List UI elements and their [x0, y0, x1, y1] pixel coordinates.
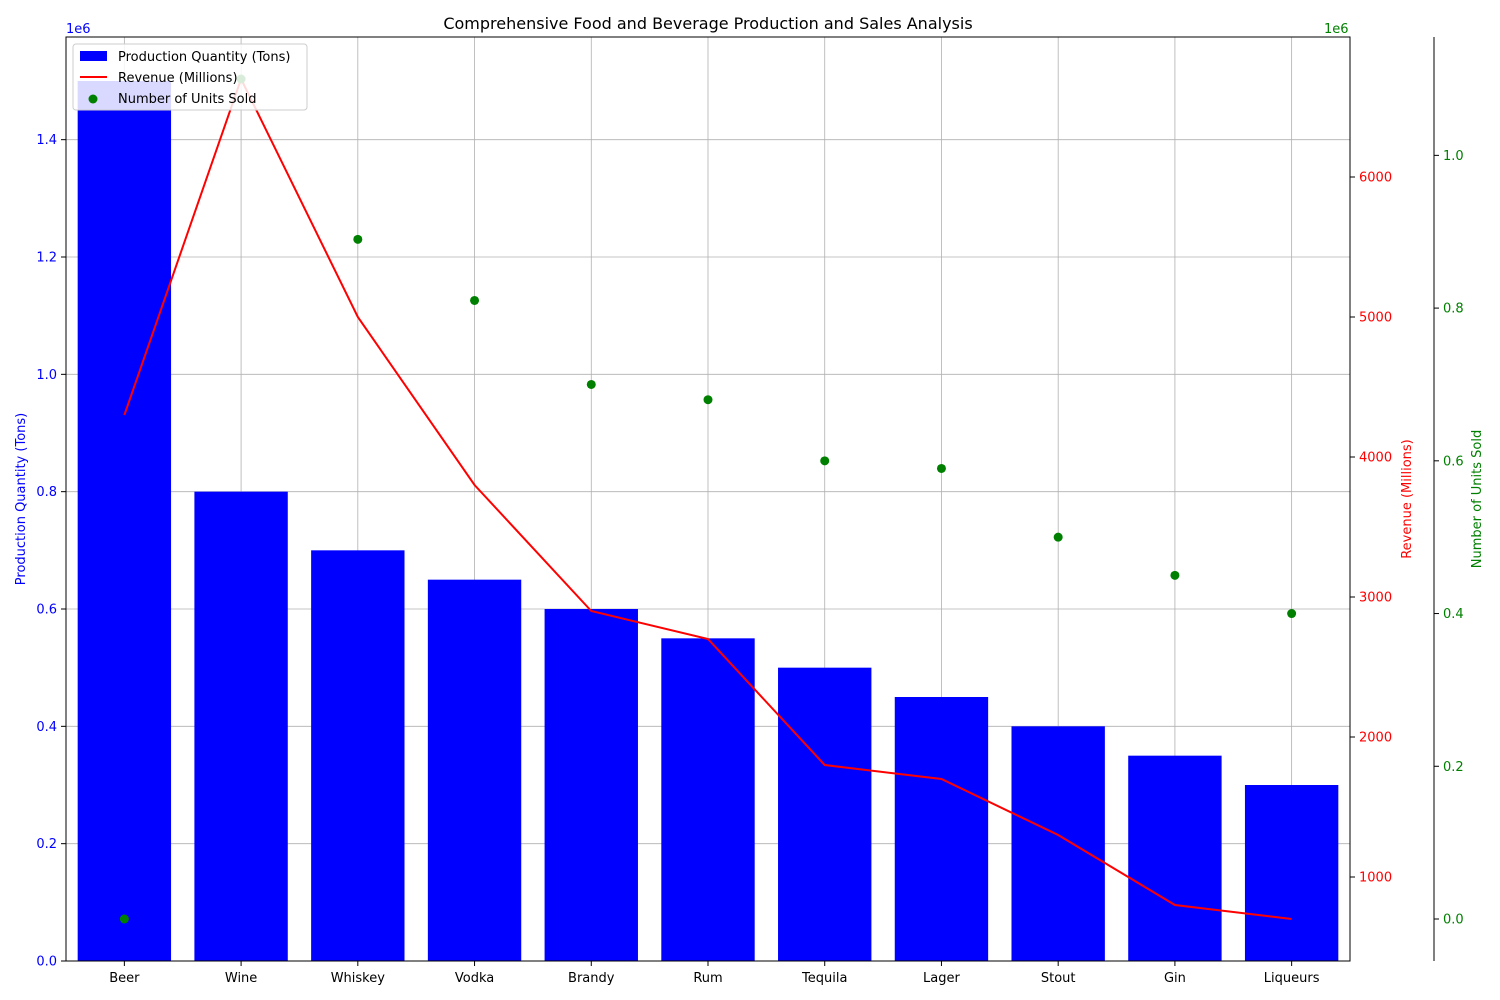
left-tick-label: 0.6	[36, 603, 57, 618]
scatter-point	[1170, 570, 1180, 580]
bar	[1244, 785, 1339, 961]
x-tick-label: Lager	[923, 971, 960, 986]
right-tick-label: 3000	[1359, 591, 1392, 606]
right2-tick-label: 0.0	[1443, 913, 1464, 928]
x-tick-label: Whiskey	[331, 971, 386, 986]
right-tick-label: 2000	[1359, 731, 1392, 746]
legend-bar-swatch	[80, 51, 107, 61]
legend-dot-swatch	[88, 94, 98, 104]
right2-axis-label: Number of Units Sold	[1470, 430, 1485, 568]
bar	[894, 697, 989, 961]
x-tick-label: Liqueurs	[1264, 971, 1320, 986]
bar	[1011, 726, 1105, 961]
left-tick-label: 0.4	[36, 720, 57, 735]
left-tick-label: 1.4	[36, 133, 57, 148]
right-tick-label: 1000	[1359, 871, 1392, 886]
right2-tick-label: 0.8	[1443, 302, 1464, 317]
scatter-point	[470, 295, 480, 305]
right-tick-label: 5000	[1359, 311, 1392, 326]
right-tick-label: 4000	[1359, 451, 1392, 466]
x-tick-label: Beer	[109, 971, 140, 986]
scatter-point	[936, 463, 946, 473]
legend-label-units: Number of Units Sold	[118, 92, 256, 107]
chart-title: Comprehensive Food and Beverage Producti…	[443, 14, 972, 33]
right-tick-label: 6000	[1359, 171, 1392, 186]
right-axis-label: Revenue (Millions)	[1400, 439, 1415, 559]
x-tick-label: Vodka	[455, 971, 494, 986]
scatter-point	[586, 379, 596, 389]
x-tick-label: Tequila	[801, 971, 847, 986]
right2-tick-label: 0.6	[1443, 454, 1464, 469]
right2-tick-label: 0.2	[1443, 760, 1464, 775]
right2-tick-label: 1.0	[1443, 149, 1464, 164]
left-tick-label: 1.0	[36, 368, 57, 383]
bar	[544, 609, 638, 961]
x-tick-label: Stout	[1041, 971, 1076, 986]
bar-series	[77, 81, 1339, 961]
right2-tick-label: 0.4	[1443, 607, 1464, 622]
right-axis-offset-text: 1e6	[1324, 22, 1349, 37]
bar	[778, 667, 872, 961]
left-axis-label: Production Quantity (Tons)	[14, 413, 29, 585]
left-axis-offset-text: 1e6	[66, 22, 91, 37]
legend-label-revenue: Revenue (Millions)	[118, 71, 238, 86]
left-tick-label: 1.2	[36, 251, 57, 266]
scatter-point	[353, 234, 363, 244]
bar	[1128, 755, 1222, 961]
x-tick-label: Gin	[1164, 971, 1186, 986]
revenue-line	[123, 76, 1292, 920]
legend: Production Quantity (Tons) Revenue (Mill…	[72, 43, 308, 111]
x-tick-label: Brandy	[568, 971, 615, 986]
bar	[311, 550, 405, 961]
left-tick-label: 0.8	[36, 485, 57, 500]
legend-label-production: Production Quantity (Tons)	[118, 50, 290, 65]
scatter-point	[119, 914, 129, 924]
scatter-point	[820, 456, 830, 466]
axes: 0.0 0.2 0.4 0.6 0.8 1.0 1.2 1.4 1000 2000 3000 4000…	[36, 36, 1464, 986]
scatter-point	[1053, 532, 1063, 542]
bar	[194, 491, 288, 961]
x-tick-label: Rum	[693, 971, 722, 986]
bar	[661, 638, 755, 961]
x-tick-label: Wine	[225, 971, 257, 986]
line-series	[123, 76, 1292, 920]
left-tick-label: 0.0	[36, 955, 57, 970]
bar	[427, 579, 522, 961]
legend-frame	[72, 43, 308, 111]
left-tick-label: 0.2	[36, 837, 57, 852]
scatter-point	[703, 395, 713, 405]
scatter-point	[1287, 609, 1297, 619]
bar	[77, 81, 172, 961]
